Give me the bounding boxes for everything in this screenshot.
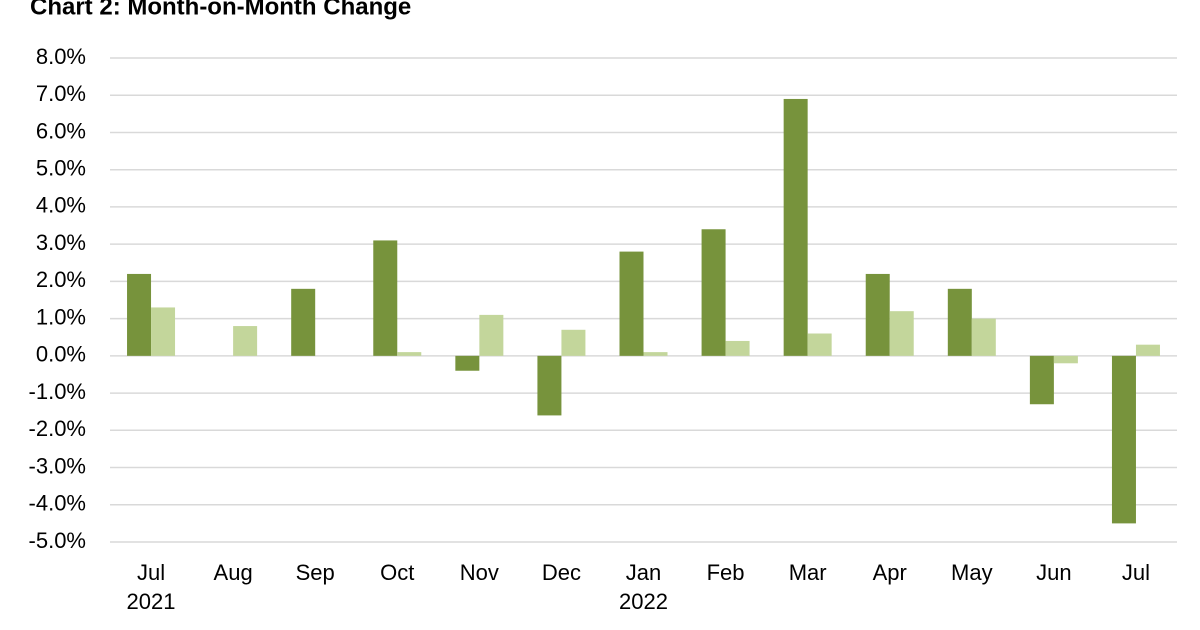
x-tick-year: 2021 — [127, 589, 176, 614]
y-tick-label: 6.0% — [36, 118, 86, 143]
x-tick-label: Jan — [626, 560, 661, 585]
x-tick-label: Jul — [1122, 560, 1150, 585]
x-tick-label: Apr — [873, 560, 907, 585]
x-tick-label: Jul — [137, 560, 165, 585]
bar — [643, 352, 668, 356]
y-tick-label: 3.0% — [36, 230, 86, 255]
bar — [233, 326, 258, 356]
y-tick-label: -5.0% — [29, 528, 86, 553]
bar — [151, 307, 176, 356]
bar — [1029, 355, 1054, 405]
x-tick-label: Mar — [789, 560, 827, 585]
x-tick-label: Dec — [542, 560, 581, 585]
bar — [807, 333, 832, 356]
bar — [971, 318, 996, 356]
x-tick-label: Feb — [707, 560, 745, 585]
x-tick-label: Nov — [460, 560, 499, 585]
y-tick-label: 8.0% — [36, 44, 86, 69]
y-tick-label: 7.0% — [36, 81, 86, 106]
y-tick-label: -2.0% — [29, 416, 86, 441]
bar — [537, 355, 562, 416]
bar — [865, 273, 890, 356]
bar — [397, 352, 422, 356]
y-tick-label: -4.0% — [29, 491, 86, 516]
bar — [889, 311, 914, 356]
bar — [1111, 355, 1136, 524]
chart-title: Chart 2: Month-on-Month Change — [30, 0, 411, 20]
bar — [1135, 344, 1160, 356]
y-tick-label: 2.0% — [36, 267, 86, 292]
bar — [947, 288, 972, 356]
bar — [373, 240, 398, 356]
x-tick-label: Sep — [296, 560, 335, 585]
x-tick-label: Oct — [380, 560, 414, 585]
bar — [701, 229, 726, 356]
x-tick-label: Jun — [1036, 560, 1071, 585]
y-tick-label: -3.0% — [29, 453, 86, 478]
x-tick-label: May — [951, 560, 993, 585]
y-tick-label: 1.0% — [36, 304, 86, 329]
bar — [291, 288, 316, 356]
bar — [783, 98, 808, 356]
x-tick-year: 2022 — [619, 589, 668, 614]
y-tick-label: 0.0% — [36, 342, 86, 367]
y-tick-label: -1.0% — [29, 379, 86, 404]
bar — [479, 314, 504, 356]
bar — [725, 340, 750, 356]
bar — [561, 329, 586, 356]
y-tick-label: 4.0% — [36, 193, 86, 218]
x-tick-label: Aug — [214, 560, 253, 585]
bar — [455, 355, 480, 371]
y-tick-label: 5.0% — [36, 156, 86, 181]
bar — [619, 251, 644, 356]
bar — [127, 273, 152, 356]
bar — [1053, 355, 1078, 364]
